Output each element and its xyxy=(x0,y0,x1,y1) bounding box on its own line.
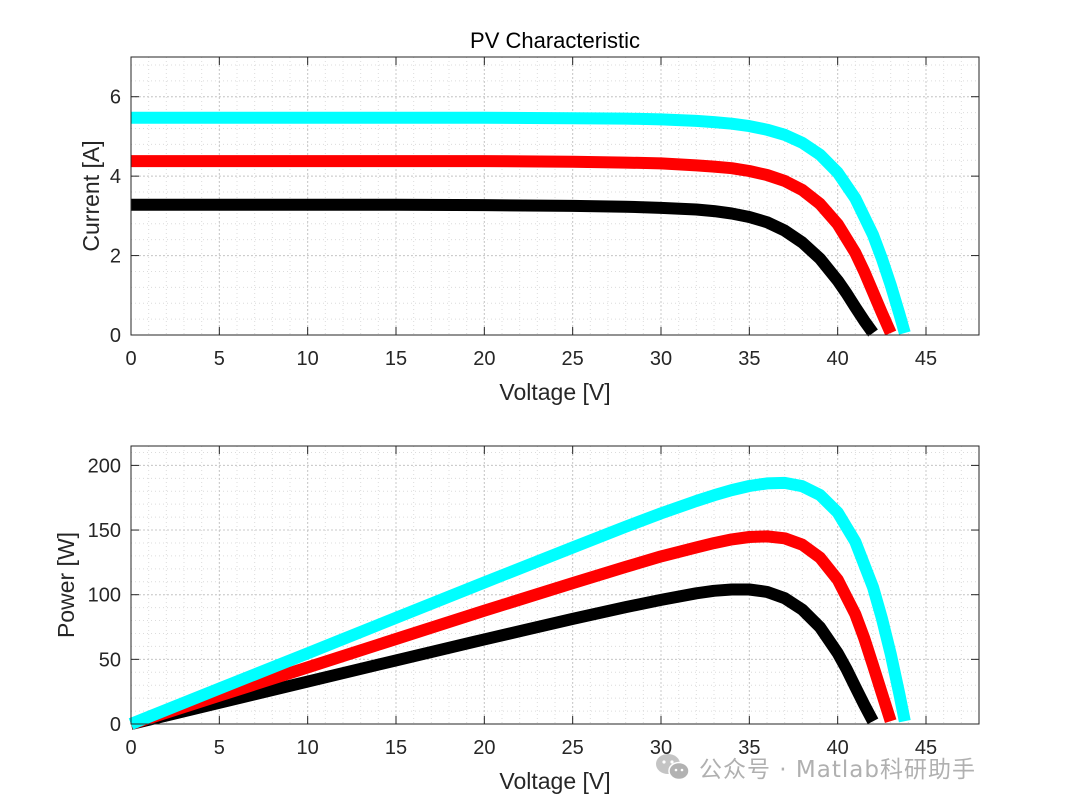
current-y-tick-label: 0 xyxy=(110,325,121,347)
power-axes-box xyxy=(130,445,980,725)
power-x-tick-label: 5 xyxy=(214,737,225,759)
wechat-icon xyxy=(656,754,690,781)
power-x-tick-label: 25 xyxy=(562,737,584,759)
current-axes-box xyxy=(130,56,980,336)
power-x-tick-label: 30 xyxy=(650,737,672,759)
power-voltage-axes: 0 5 10 15 20 25 30 35 40 45 0 50 100 150 200 Voltage [… xyxy=(53,445,980,794)
power-x-tick-label: 40 xyxy=(827,737,849,759)
power-x-tick-label: 20 xyxy=(473,737,495,759)
current-x-tick-label: 10 xyxy=(297,348,319,370)
current-x-tick-label: 40 xyxy=(827,348,849,370)
power-series-line-1 xyxy=(129,530,897,730)
power-x-tick-label: 10 xyxy=(297,737,319,759)
watermark-text: 公众号 · Matlab科研助手 xyxy=(699,757,976,783)
current-y-tick-label: 2 xyxy=(110,246,121,268)
power-y-tick-label: 200 xyxy=(88,455,121,477)
chart-title: PV Characteristic xyxy=(470,28,640,53)
power-x-tick-label: 0 xyxy=(125,737,136,759)
current-y-tick-label: 4 xyxy=(110,166,121,188)
current-series-line-0 xyxy=(131,198,878,337)
power-y-tick-label: 100 xyxy=(88,585,121,607)
current-x-tick-label: 45 xyxy=(915,348,937,370)
current-x-tick-label: 5 xyxy=(214,348,225,370)
power-y-tick-label: 0 xyxy=(110,714,121,736)
current-x-tick-label: 35 xyxy=(738,348,760,370)
current-y-tick-label: 6 xyxy=(110,87,121,109)
current-voltage-axes: 0 5 10 15 20 25 30 35 40 45 0 2 4 6 PV Characteristic… xyxy=(78,28,980,405)
watermark: 公众号 · Matlab科研助手 xyxy=(655,750,976,784)
current-series-line-2 xyxy=(131,111,911,335)
power-y-tick-label: 150 xyxy=(88,520,121,542)
power-series-line-0 xyxy=(129,583,879,730)
current-x-tick-label: 0 xyxy=(125,348,136,370)
current-y-axis-label: Current [A] xyxy=(78,140,104,251)
power-x-tick-label: 45 xyxy=(915,737,937,759)
power-x-tick-label: 15 xyxy=(385,737,407,759)
power-x-tick-label: 35 xyxy=(738,737,760,759)
current-x-tick-label: 30 xyxy=(650,348,672,370)
power-y-tick-label: 50 xyxy=(99,649,121,671)
power-series-line-2 xyxy=(128,476,911,730)
current-x-axis-label: Voltage [V] xyxy=(499,379,610,405)
power-y-axis-label: Power [W] xyxy=(53,532,79,638)
current-x-tick-label: 15 xyxy=(385,348,407,370)
current-x-tick-label: 25 xyxy=(562,348,584,370)
power-x-axis-label: Voltage [V] xyxy=(499,768,610,794)
current-series-line-1 xyxy=(131,155,897,336)
current-x-tick-label: 20 xyxy=(473,348,495,370)
